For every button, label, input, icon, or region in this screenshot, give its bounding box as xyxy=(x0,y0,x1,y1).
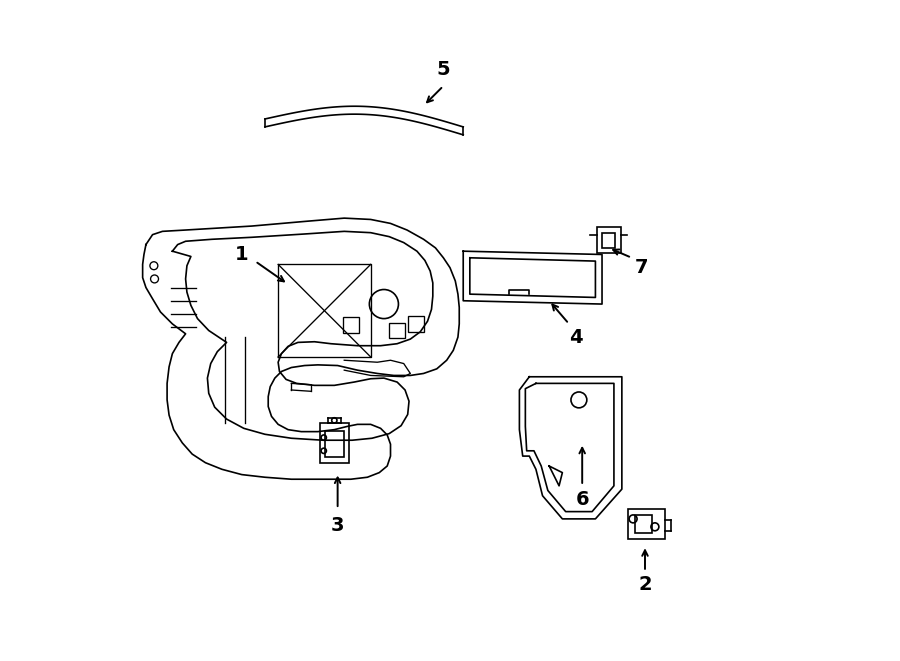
Bar xyxy=(343,317,359,333)
Bar xyxy=(628,509,665,539)
Text: 6: 6 xyxy=(575,490,589,508)
Text: 3: 3 xyxy=(331,516,345,535)
Bar xyxy=(320,423,349,463)
Bar xyxy=(597,227,620,253)
Text: 5: 5 xyxy=(436,60,450,79)
Text: 1: 1 xyxy=(235,245,248,264)
Bar xyxy=(602,233,616,248)
Text: 7: 7 xyxy=(634,258,648,277)
Bar xyxy=(325,431,344,457)
Bar xyxy=(389,323,405,338)
Bar xyxy=(408,316,424,332)
Text: 4: 4 xyxy=(569,328,582,346)
Bar xyxy=(635,515,652,533)
Text: 2: 2 xyxy=(638,576,652,594)
